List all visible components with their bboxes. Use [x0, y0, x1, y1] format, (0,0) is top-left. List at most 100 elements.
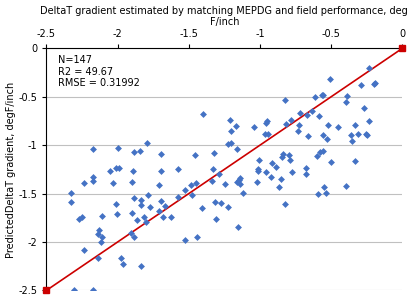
Point — [228, 129, 234, 134]
Point — [113, 212, 120, 217]
Point — [323, 190, 329, 195]
Point — [360, 106, 367, 111]
Y-axis label: PredictedDeltaT gradient, degF/inch: PredictedDeltaT gradient, degF/inch — [6, 81, 16, 258]
Point — [222, 182, 229, 187]
Point — [175, 167, 182, 172]
Point — [99, 214, 105, 219]
Point — [236, 176, 243, 181]
Point — [113, 202, 120, 207]
Point — [236, 181, 243, 186]
Point — [227, 141, 234, 146]
Text: N=147
R2 = 49.67
RMSE = 0.31992: N=147 R2 = 49.67 RMSE = 0.31992 — [58, 55, 140, 88]
Point — [325, 123, 331, 127]
Point — [182, 187, 189, 192]
Point — [225, 142, 231, 147]
Point — [137, 149, 144, 153]
Point — [116, 165, 122, 170]
Point — [138, 202, 145, 207]
Point — [236, 178, 242, 183]
Point — [158, 198, 164, 203]
Point — [212, 199, 218, 204]
Point — [347, 132, 354, 137]
Point — [145, 192, 151, 197]
Point — [98, 239, 104, 244]
Point — [71, 288, 77, 293]
Point — [95, 232, 102, 236]
Point — [138, 198, 145, 202]
Point — [297, 110, 303, 115]
Point — [233, 124, 239, 129]
Point — [343, 94, 350, 98]
Point — [251, 124, 257, 129]
Point — [365, 66, 372, 71]
Point — [351, 159, 358, 164]
Point — [98, 234, 105, 239]
Point — [372, 81, 379, 85]
Point — [282, 97, 289, 102]
Point — [282, 202, 289, 207]
Point — [212, 217, 219, 222]
Point — [131, 234, 138, 239]
Point — [227, 117, 234, 122]
Point — [143, 219, 149, 224]
Point — [182, 238, 189, 243]
Point — [119, 261, 126, 266]
Point — [314, 191, 321, 196]
Point — [127, 231, 134, 236]
Point — [187, 182, 194, 187]
Point — [240, 191, 246, 196]
Point — [343, 100, 349, 104]
Point — [90, 147, 97, 152]
Point — [113, 166, 120, 171]
Point — [225, 204, 231, 209]
Point — [129, 179, 135, 184]
Point — [351, 122, 358, 127]
Point — [137, 263, 144, 268]
Point — [320, 149, 326, 153]
Point — [131, 149, 138, 154]
Point — [199, 111, 206, 116]
Point — [218, 200, 224, 205]
Point — [316, 113, 323, 118]
Point — [90, 178, 96, 183]
Point — [335, 124, 342, 129]
Point — [371, 81, 377, 86]
Point — [265, 132, 272, 137]
Point — [286, 153, 293, 158]
Point — [305, 133, 311, 138]
Point — [235, 224, 241, 229]
Point — [328, 159, 334, 164]
Point — [209, 166, 216, 171]
Point — [363, 131, 369, 136]
Point — [107, 168, 113, 173]
Point — [90, 175, 96, 180]
Point — [129, 210, 136, 215]
Point — [256, 157, 263, 162]
Point — [210, 150, 217, 155]
Point — [320, 133, 327, 137]
Point — [269, 161, 276, 165]
Point — [189, 193, 195, 198]
Point — [314, 153, 321, 158]
Point — [255, 168, 261, 173]
Point — [255, 166, 261, 171]
Point — [302, 171, 309, 176]
Point — [68, 199, 74, 204]
Point — [366, 119, 373, 124]
Point — [348, 138, 355, 143]
Point — [234, 179, 240, 184]
Point — [199, 206, 206, 210]
Point — [156, 182, 163, 187]
Point — [147, 204, 154, 209]
Point — [296, 122, 302, 127]
Point — [302, 165, 309, 170]
Point — [233, 146, 240, 151]
Point — [317, 149, 323, 154]
Point — [309, 109, 316, 114]
Point — [287, 157, 293, 162]
Point — [323, 136, 330, 141]
Point — [278, 176, 284, 181]
Point — [158, 152, 164, 157]
Point — [327, 77, 333, 82]
Point — [268, 175, 275, 180]
